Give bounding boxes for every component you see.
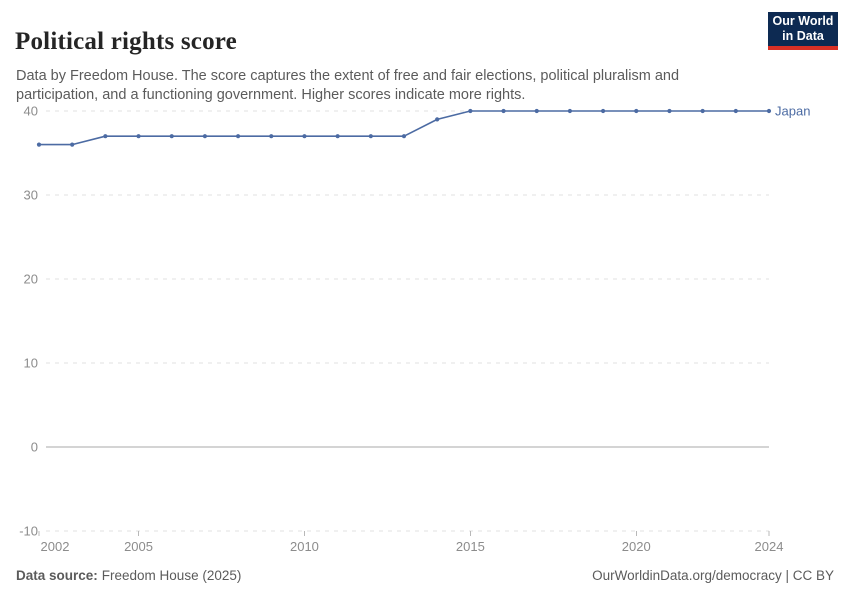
data-source-note: Data source: Freedom House (2025) xyxy=(16,568,241,583)
y-axis-tick-label: 0 xyxy=(31,440,38,455)
data-point[interactable] xyxy=(136,134,141,139)
data-point[interactable] xyxy=(401,134,407,139)
data-point[interactable] xyxy=(202,134,208,139)
data-point[interactable] xyxy=(103,134,108,139)
owid-logo[interactable]: Our World in Data xyxy=(768,12,838,50)
owid-credit-link[interactable]: OurWorldinData.org/democracy | CC BY xyxy=(592,568,834,583)
data-point[interactable] xyxy=(70,142,75,147)
data-point[interactable] xyxy=(567,108,573,114)
data-point[interactable] xyxy=(368,134,373,139)
data-point[interactable] xyxy=(600,108,606,114)
x-axis-tick-label: 2015 xyxy=(456,539,485,554)
chart-footer: Data source: Freedom House (2025) OurWorl… xyxy=(16,568,834,583)
data-point[interactable] xyxy=(468,108,473,114)
data-point[interactable] xyxy=(269,134,274,139)
owid-logo-line1: Our World xyxy=(772,14,834,28)
y-axis-tick-label: 40 xyxy=(24,104,38,119)
data-point[interactable] xyxy=(302,134,307,139)
y-axis-tick-label: 20 xyxy=(24,272,38,287)
x-axis-tick-label: 2024 xyxy=(755,539,784,554)
data-point[interactable] xyxy=(634,108,639,114)
data-point[interactable] xyxy=(700,108,705,114)
data-point[interactable] xyxy=(335,134,340,139)
page-title: Political rights score xyxy=(15,27,237,55)
chart-subtitle: Data by Freedom House. The score capture… xyxy=(16,67,680,103)
data-point[interactable] xyxy=(766,108,772,114)
owid-logo-line2: in Data xyxy=(782,29,824,43)
x-axis-tick-label: 2002 xyxy=(41,539,70,554)
data-point[interactable] xyxy=(169,134,174,139)
japan-series-line xyxy=(38,110,770,146)
data-point[interactable] xyxy=(435,117,440,122)
x-axis-tick-label: 2010 xyxy=(290,539,319,554)
data-point[interactable] xyxy=(733,108,738,114)
entity-label-japan[interactable]: Japan xyxy=(775,104,810,119)
y-axis-tick-label: -10 xyxy=(19,524,38,539)
x-axis-tick-label: 2005 xyxy=(124,539,153,554)
data-source-label: Data source: xyxy=(16,568,98,583)
data-point[interactable] xyxy=(235,134,241,139)
x-axis-tick-label: 2020 xyxy=(622,539,651,554)
data-point[interactable] xyxy=(667,108,672,114)
data-point[interactable] xyxy=(501,108,506,114)
y-axis-tick-label: 10 xyxy=(24,356,38,371)
data-point[interactable] xyxy=(534,108,539,114)
data-point[interactable] xyxy=(36,142,42,147)
y-axis-tick-label: 30 xyxy=(24,188,38,203)
data-source-value: Freedom House (2025) xyxy=(101,568,242,583)
